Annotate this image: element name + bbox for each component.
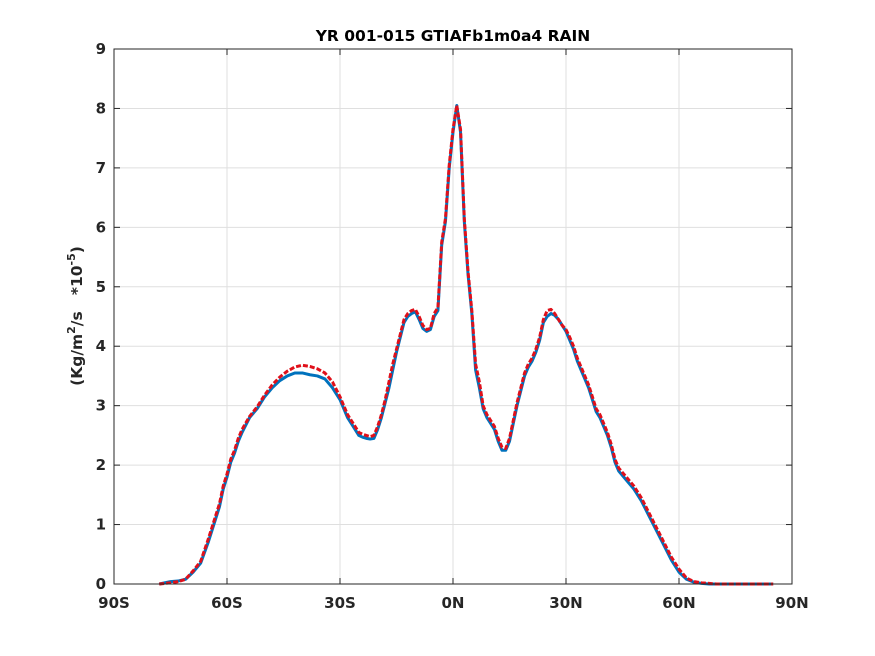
series-line-1 xyxy=(158,103,774,586)
chart-title: YR 001-015 GTIAFb1m0a4 RAIN xyxy=(315,27,591,45)
ticks xyxy=(113,48,793,585)
x-tick-label: 60N xyxy=(662,594,695,612)
y-axis-label-middle: /s *10 xyxy=(68,265,86,326)
y-tick-label: 8 xyxy=(96,99,106,117)
y-axis-label-exponent-1: 2 xyxy=(65,326,78,334)
y-tick-label: 1 xyxy=(96,516,106,534)
y-axis-label-exponent-2: -5 xyxy=(65,253,78,265)
y-axis-label-prefix: (Kg/m xyxy=(68,334,86,386)
x-tick-label: 90N xyxy=(775,594,808,612)
x-tick-label: 0N xyxy=(442,594,465,612)
y-axis-label: (Kg/m2/s *10-5) xyxy=(65,246,86,386)
y-tick-label: 2 xyxy=(96,456,106,474)
x-tick-label: 30S xyxy=(324,594,356,612)
y-tick-label: 7 xyxy=(96,159,106,177)
x-tick-labels: 90S 60S 30S 0N 30N 60N 90N xyxy=(98,594,809,612)
y-tick-labels: 0 1 2 3 4 5 6 7 8 9 xyxy=(96,40,106,593)
x-tick-label: 90S xyxy=(98,594,130,612)
y-tick-label: 6 xyxy=(96,218,106,236)
y-tick-label: 9 xyxy=(96,40,106,58)
x-tick-label: 60S xyxy=(211,594,243,612)
series-line-2 xyxy=(159,103,774,586)
data-series xyxy=(158,103,774,586)
y-axis-label-suffix: ) xyxy=(68,246,86,253)
y-tick-label: 5 xyxy=(96,278,106,296)
y-tick-label: 3 xyxy=(96,397,106,415)
y-tick-label: 4 xyxy=(96,337,106,355)
x-tick-label: 30N xyxy=(549,594,582,612)
y-tick-label: 0 xyxy=(96,575,106,593)
